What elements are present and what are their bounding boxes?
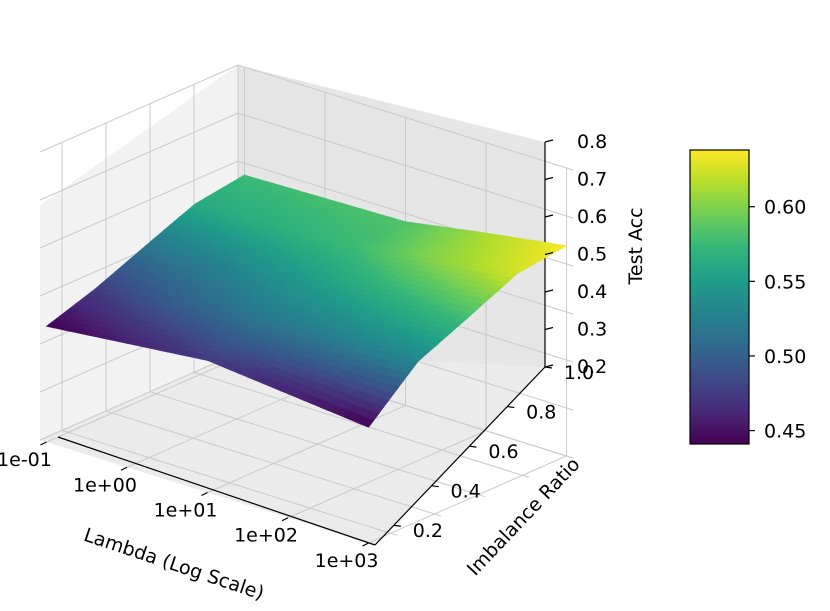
test-acc-tick-label: 0.3: [577, 319, 607, 341]
test-acc-tick: [544, 176, 554, 181]
surface: [45, 174, 568, 428]
imbalance-tick: [393, 524, 401, 527]
lambda-tick: [40, 441, 47, 446]
imbalance-tick-label: 0.2: [413, 520, 443, 542]
test-acc-tick-label: 0.4: [577, 281, 607, 303]
lambda-tick-label: 1e+02: [234, 525, 298, 547]
colorbar-tick-label: 0.55: [764, 271, 806, 293]
test-acc-tick: [544, 214, 554, 218]
imbalance-tick-label: 0.6: [488, 441, 518, 463]
imbalance-ticks: 0.2 0.4 0.6 0.8 1.0: [393, 362, 594, 542]
test-acc-grid-line: [39, 112, 574, 219]
lambda-tick: [201, 491, 208, 497]
imbalance-axis-line: [374, 366, 546, 546]
floor-pane: [40, 353, 545, 545]
lambda-ticks: 1e-01 1e+00 1e+01 1e+02 1e+03: [0, 441, 379, 572]
lambda-tick: [120, 466, 128, 471]
colorbar-tick-label: 0.60: [764, 197, 806, 219]
lambda-tick-label: 1e+00: [73, 474, 137, 496]
test-acc-tick: [544, 139, 554, 143]
colorbar-tick-label: 0.50: [764, 346, 806, 368]
z-axis-title: Test Acc: [625, 207, 647, 285]
lambda-axis-line: [57, 436, 376, 546]
y-axis-title: Imbalance Ratio: [463, 454, 585, 581]
test-acc-tick: [544, 251, 554, 256]
lambda-tick-label: 1e-01: [0, 449, 52, 471]
imbalance-tick-label: 1.0: [564, 362, 594, 384]
colorbar-gradient: [689, 149, 750, 445]
test-acc-tick-label: 0.5: [577, 244, 607, 266]
colorbar-ticks: 0.45 0.50 0.55 0.60: [749, 197, 806, 443]
imbalance-tick: [469, 445, 477, 448]
lambda-tick: [362, 542, 369, 547]
test-acc-tick-label: 0.8: [577, 131, 607, 153]
test-acc-grid-line: [39, 64, 574, 171]
lambda-tick-label: 1e+01: [154, 500, 218, 522]
colorbar-tick-label: 0.45: [764, 421, 806, 443]
test-acc-tick: [544, 326, 554, 331]
imbalance-tick: [431, 485, 439, 488]
lambda-tick: [281, 517, 289, 522]
test-acc-tick-label: 0.6: [577, 206, 607, 228]
lambda-tick-label: 1e+03: [315, 550, 379, 572]
test-acc-tick: [544, 289, 554, 293]
colorbar: 0.45 0.50 0.55 0.60: [689, 149, 806, 445]
imbalance-tick-label: 0.4: [451, 481, 481, 503]
imbalance-tick: [507, 405, 515, 409]
imbalance-tick-label: 0.8: [526, 402, 556, 424]
test-acc-tick: [544, 364, 554, 368]
test-acc-tick-label: 0.2: [577, 356, 607, 378]
test-acc-tick-label: 0.7: [577, 169, 607, 191]
surface-patch: [360, 417, 374, 428]
test-acc-ticks: 0.2 0.3 0.4 0.5 0.6 0.7 0.8: [544, 131, 607, 378]
